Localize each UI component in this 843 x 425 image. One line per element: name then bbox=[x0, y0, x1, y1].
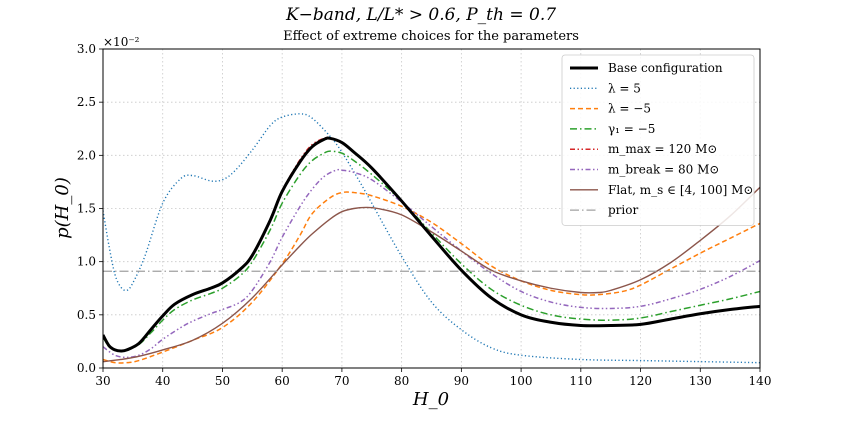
series-line-0 bbox=[103, 113, 760, 364]
y-tick-label: 1.0 bbox=[77, 255, 96, 269]
x-tick-label: 90 bbox=[454, 374, 469, 388]
legend-label: λ = −5 bbox=[608, 102, 651, 116]
y-multiplier-label: ×10⁻² bbox=[103, 35, 140, 49]
legend-label: prior bbox=[608, 203, 638, 217]
legend-label: Base configuration bbox=[608, 61, 723, 75]
y-tick-label: 0.5 bbox=[77, 308, 96, 322]
y-tick-label: 1.5 bbox=[77, 202, 96, 216]
x-tick-label: 130 bbox=[689, 374, 712, 388]
legend-label: m_max = 120 M⊙ bbox=[608, 142, 717, 156]
series-line-4 bbox=[103, 168, 760, 359]
series-line-7 bbox=[103, 136, 760, 353]
y-tick-label: 0.0 bbox=[77, 361, 96, 375]
chart-subtitle: Effect of extreme choices for the parame… bbox=[283, 29, 579, 44]
series-line-2 bbox=[103, 150, 760, 352]
y-tick-label: 3.0 bbox=[77, 42, 96, 56]
legend-label: γ₁ = −5 bbox=[608, 122, 655, 136]
legend: Base configuration λ = 5 λ = −5 γ₁ = −5 m_ma… bbox=[561, 54, 755, 226]
y-axis-label: p(H_0) bbox=[52, 177, 73, 239]
chart-title: K−band, L/L* > 0.6, P_th = 0.7 bbox=[285, 5, 556, 25]
x-tick-label: 120 bbox=[629, 374, 652, 388]
legend-label: Flat, m_s ∈ [4, 100] M⊙ bbox=[608, 183, 754, 197]
x-tick-label: 70 bbox=[334, 374, 349, 388]
y-tick-label: 2.0 bbox=[77, 148, 96, 162]
series-group bbox=[103, 113, 760, 364]
x-tick-label: 80 bbox=[394, 374, 409, 388]
ticks: 30 40 50 60 70 80 90 100 110 120 130 140 0.0 0.5 1.0 1.… bbox=[77, 42, 772, 388]
x-tick-label: 110 bbox=[569, 374, 592, 388]
x-tick-label: 50 bbox=[215, 374, 230, 388]
legend-label: λ = 5 bbox=[608, 81, 641, 95]
x-tick-label: 40 bbox=[155, 374, 170, 388]
x-axis-label: H_0 bbox=[412, 389, 449, 410]
legend-label: m_break = 80 M⊙ bbox=[608, 163, 719, 177]
y-tick-label: 2.5 bbox=[77, 95, 96, 109]
series-line-5 bbox=[103, 186, 760, 363]
x-tick-label: 60 bbox=[275, 374, 290, 388]
legend-box bbox=[561, 54, 755, 226]
x-tick-label: 30 bbox=[95, 374, 110, 388]
x-tick-label: 100 bbox=[510, 374, 533, 388]
x-tick-label: 140 bbox=[749, 374, 772, 388]
